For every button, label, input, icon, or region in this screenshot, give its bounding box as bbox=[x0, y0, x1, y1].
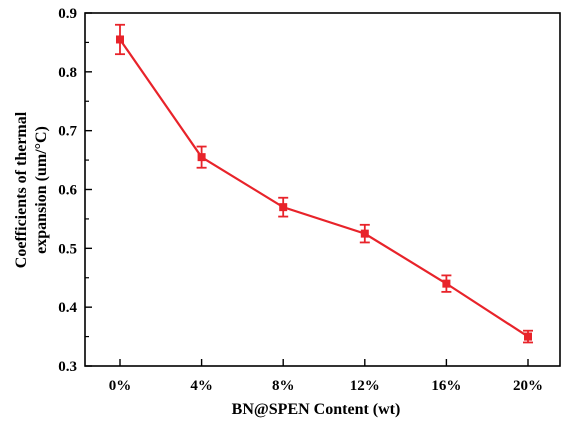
data-point-marker bbox=[524, 332, 532, 341]
plot-axes bbox=[84, 12, 561, 367]
x-tick-label: 20% bbox=[513, 378, 543, 394]
x-axis-title: BN@SPEN Content (wt) bbox=[232, 401, 401, 418]
y-tick-label: 0.4 bbox=[58, 300, 77, 316]
y-tick-label: 0.5 bbox=[58, 241, 77, 257]
x-tick-label: 16% bbox=[431, 378, 461, 394]
data-point-marker bbox=[197, 153, 206, 162]
y-axis-title-line1: Coefficients of thermal bbox=[13, 111, 30, 268]
y-tick-label: 0.8 bbox=[58, 65, 77, 81]
axis-ticks: 0.3 0.4 0.5 0.6 0.7 0.8 0.9 0% 4% 8% 12% 16% 20% bbox=[58, 6, 543, 394]
data-point-marker bbox=[279, 203, 288, 212]
x-tick-label: 12% bbox=[350, 378, 380, 394]
y-tick-label: 0.6 bbox=[58, 183, 77, 199]
y-tick-label: 0.3 bbox=[58, 359, 77, 375]
y-tick-label: 0.7 bbox=[58, 124, 77, 140]
x-tick-label: 4% bbox=[190, 378, 213, 394]
data-point-marker bbox=[116, 35, 124, 44]
plot-frame bbox=[84, 12, 561, 367]
series-layer bbox=[115, 23, 533, 344]
y-tick-label: 0.9 bbox=[58, 6, 77, 22]
y-axis-title-line2: expansion (um/°C) bbox=[33, 126, 50, 254]
data-point-marker bbox=[442, 279, 451, 288]
x-tick-label: 8% bbox=[272, 378, 295, 394]
x-tick-label: 0% bbox=[109, 378, 132, 394]
data-point-marker bbox=[360, 229, 369, 238]
series-line bbox=[119, 38, 529, 338]
